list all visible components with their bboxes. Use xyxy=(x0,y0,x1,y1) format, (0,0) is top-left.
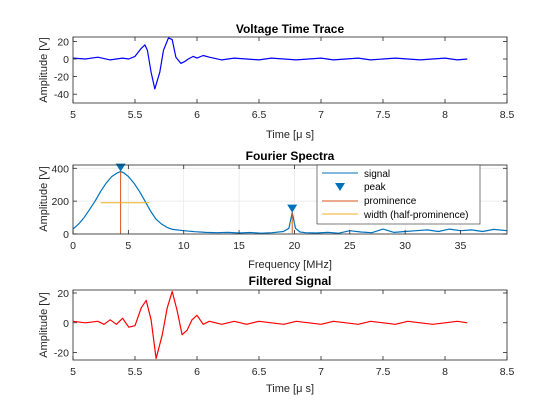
x-tick-label: 20 xyxy=(289,240,301,252)
series-layer xyxy=(72,290,468,360)
x-tick-label: 6 xyxy=(194,366,200,378)
x-axis-label: Time [μ s] xyxy=(266,383,314,395)
y-axis-label: Amplitude [V] xyxy=(38,292,50,357)
x-tick-label: 8 xyxy=(442,109,448,121)
x-axis: 5 5.5 6 6.5 7 7.5 8 8.5 xyxy=(70,37,514,121)
series-line xyxy=(72,171,508,234)
x-tick-label: 7 xyxy=(318,109,324,121)
x-tick-label: 5 xyxy=(125,240,131,252)
chart-title: Voltage Time Trace xyxy=(236,22,345,36)
legend-swatch-peak xyxy=(335,183,345,191)
series-line xyxy=(72,290,468,360)
y-tick-label: -40 xyxy=(54,89,69,101)
y-tick-label: 0 xyxy=(63,54,69,66)
x-tick-label: 5 xyxy=(70,366,76,378)
series-line xyxy=(72,37,468,90)
panel-fourier-spectra: Fourier Spectra 0 5 10 15 20 25 30 35 0 200 400 F… xyxy=(38,149,508,271)
x-tick-label: 15 xyxy=(233,240,245,252)
x-axis-label: Frequency [MHz] xyxy=(248,259,332,271)
axes-box xyxy=(72,36,508,104)
y-tick-label: 0 xyxy=(63,229,69,241)
y-axis: 0 200 400 xyxy=(51,163,507,241)
x-axis: 0 5 10 15 20 25 30 35 xyxy=(70,165,466,252)
x-tick-label: 7.5 xyxy=(376,109,391,121)
x-tick-label: 6.5 xyxy=(252,109,267,121)
legend: signal peak prominence width (half-promi… xyxy=(316,164,481,225)
x-tick-label: 10 xyxy=(178,240,190,252)
y-axis: -40 -20 0 20 xyxy=(54,36,507,101)
x-tick-label: 5 xyxy=(70,109,76,121)
y-tick-label: 20 xyxy=(57,288,69,300)
x-tick-label: 5.5 xyxy=(128,109,143,121)
x-tick-label: 25 xyxy=(344,240,356,252)
x-tick-label: 30 xyxy=(399,240,411,252)
y-tick-label: -20 xyxy=(54,348,69,360)
x-tick-label: 6 xyxy=(194,109,200,121)
plot-area xyxy=(73,290,507,360)
x-tick-label: 0 xyxy=(70,240,76,252)
peak-marker xyxy=(115,163,126,172)
legend-label-signal: signal xyxy=(364,169,390,180)
x-tick-label: 8.5 xyxy=(500,366,515,378)
x-axis-label: Time [μ s] xyxy=(266,129,314,141)
y-tick-label: 400 xyxy=(51,163,69,175)
x-tick-label: 35 xyxy=(455,240,467,252)
y-axis: -20 0 20 xyxy=(54,288,507,360)
y-axis-label: Amplitude [V] xyxy=(38,37,50,102)
series-layer xyxy=(72,171,508,234)
x-axis: 5 5.5 6 6.5 7 7.5 8 8.5 xyxy=(70,290,514,378)
legend-label-peak: peak xyxy=(364,182,387,193)
plot-area xyxy=(73,37,507,103)
series-layer xyxy=(72,37,468,90)
x-tick-label: 5.5 xyxy=(128,366,143,378)
axes-box xyxy=(72,164,508,235)
x-tick-label: 7 xyxy=(318,366,324,378)
legend-label-width: width (half-prominence) xyxy=(363,210,469,221)
y-tick-label: -20 xyxy=(54,72,69,84)
panel-voltage-time-trace: Voltage Time Trace 5 5.5 6 6.5 7 7.5 8 8.5 -40-… xyxy=(38,22,514,141)
y-tick-label: 0 xyxy=(63,318,69,330)
y-tick-label: 200 xyxy=(51,196,69,208)
y-axis-label: Amplitude [V] xyxy=(38,166,50,231)
axes-box xyxy=(72,289,508,361)
x-tick-label: 6.5 xyxy=(252,366,267,378)
peak-marker xyxy=(287,204,298,213)
x-tick-label: 8 xyxy=(442,366,448,378)
chart-title: Filtered Signal xyxy=(249,274,332,288)
x-tick-label: 7.5 xyxy=(376,366,391,378)
legend-label-prominence: prominence xyxy=(364,196,417,207)
x-tick-label: 8.5 xyxy=(500,109,515,121)
chart-title: Fourier Spectra xyxy=(246,149,335,163)
peak-annotations xyxy=(100,163,298,234)
y-tick-label: 20 xyxy=(57,36,69,48)
panel-filtered-signal: Filtered Signal 5 5.5 6 6.5 7 7.5 8 8.5 -20020 … xyxy=(38,274,514,395)
